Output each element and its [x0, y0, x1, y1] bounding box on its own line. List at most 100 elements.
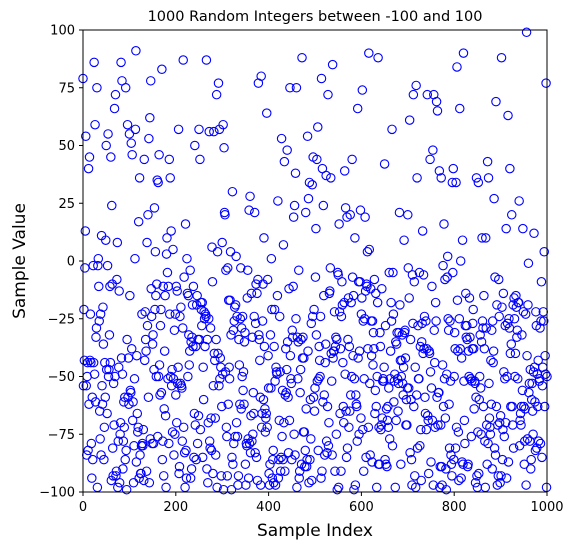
- data-point: [539, 247, 549, 257]
- data-point: [440, 413, 451, 423]
- data-point: [442, 251, 453, 262]
- data-point: [450, 443, 461, 453]
- data-point: [101, 140, 111, 151]
- data-point: [211, 334, 221, 345]
- data-point: [294, 265, 304, 275]
- data-point: [110, 89, 121, 100]
- data-point: [227, 186, 238, 197]
- data-point: [128, 478, 139, 488]
- data-point: [151, 290, 161, 301]
- data-point: [149, 203, 160, 213]
- data-point: [455, 103, 465, 114]
- data-point: [443, 325, 454, 336]
- data-point: [364, 378, 375, 389]
- data-point: [497, 454, 508, 465]
- data-point: [175, 378, 186, 389]
- data-point: [263, 383, 274, 393]
- data-point: [457, 235, 468, 245]
- data-point: [262, 274, 273, 285]
- data-point: [400, 353, 411, 363]
- data-point: [541, 78, 551, 88]
- data-point: [199, 313, 210, 324]
- data-point: [294, 466, 305, 476]
- data-point: [315, 371, 325, 382]
- data-point: [455, 256, 466, 266]
- data-point: [329, 346, 339, 356]
- data-point: [96, 450, 106, 460]
- data-point: [326, 348, 336, 359]
- data-point: [359, 313, 370, 324]
- data-point: [198, 362, 208, 373]
- data-point: [154, 360, 165, 370]
- y-tick-label: 25: [58, 197, 75, 212]
- data-point: [268, 478, 279, 488]
- data-point: [420, 408, 431, 419]
- data-point: [172, 286, 182, 296]
- data-point: [274, 415, 285, 426]
- data-point: [348, 350, 358, 361]
- data-point: [183, 290, 194, 301]
- data-point: [133, 216, 144, 227]
- data-point: [424, 348, 435, 359]
- data-point: [340, 203, 351, 213]
- data-point: [107, 443, 118, 453]
- data-point: [376, 420, 387, 430]
- data-point: [391, 415, 401, 426]
- data-point: [155, 320, 166, 331]
- data-point: [142, 237, 152, 248]
- data-point: [153, 177, 163, 188]
- data-point: [105, 281, 115, 292]
- data-point: [88, 260, 98, 271]
- data-point: [459, 415, 470, 426]
- data-point: [336, 466, 346, 476]
- data-point: [390, 337, 401, 347]
- data-point: [332, 334, 342, 345]
- data-point: [133, 422, 143, 433]
- data-point: [503, 110, 513, 121]
- data-point: [208, 380, 219, 391]
- data-point: [521, 480, 531, 490]
- data-point: [321, 170, 331, 181]
- data-point: [316, 73, 327, 84]
- data-point: [137, 309, 147, 319]
- data-point: [458, 459, 468, 470]
- data-point: [130, 124, 141, 135]
- data-point: [250, 318, 261, 329]
- data-point: [135, 450, 145, 460]
- data-point: [204, 436, 215, 446]
- data-point: [237, 371, 247, 382]
- data-point: [289, 429, 299, 439]
- x-axis: 0 200 400 600 800 1000: [79, 492, 564, 515]
- data-point: [97, 380, 107, 391]
- data-point: [512, 332, 522, 342]
- data-point: [489, 193, 499, 204]
- data-point: [354, 346, 365, 356]
- data-point: [426, 383, 437, 393]
- data-point: [475, 383, 486, 393]
- data-point: [421, 424, 432, 435]
- data-point: [297, 52, 307, 63]
- data-point: [360, 212, 370, 222]
- data-point: [221, 265, 231, 275]
- data-point: [229, 316, 240, 326]
- data-point: [120, 83, 131, 93]
- data-point: [180, 219, 191, 229]
- data-point: [126, 138, 137, 148]
- data-point: [90, 119, 100, 130]
- data-point: [364, 244, 375, 255]
- data-point: [147, 339, 158, 349]
- data-point: [176, 302, 186, 312]
- data-point: [430, 297, 441, 308]
- data-point: [100, 235, 111, 245]
- data-point: [432, 106, 443, 116]
- data-point: [165, 173, 175, 183]
- data-point: [207, 277, 218, 287]
- data-point: [388, 267, 398, 278]
- data-point: [314, 341, 324, 352]
- data-point: [231, 417, 242, 428]
- data-point: [439, 374, 450, 384]
- data-point: [234, 360, 245, 370]
- data-point: [487, 316, 498, 326]
- data-point: [152, 279, 162, 289]
